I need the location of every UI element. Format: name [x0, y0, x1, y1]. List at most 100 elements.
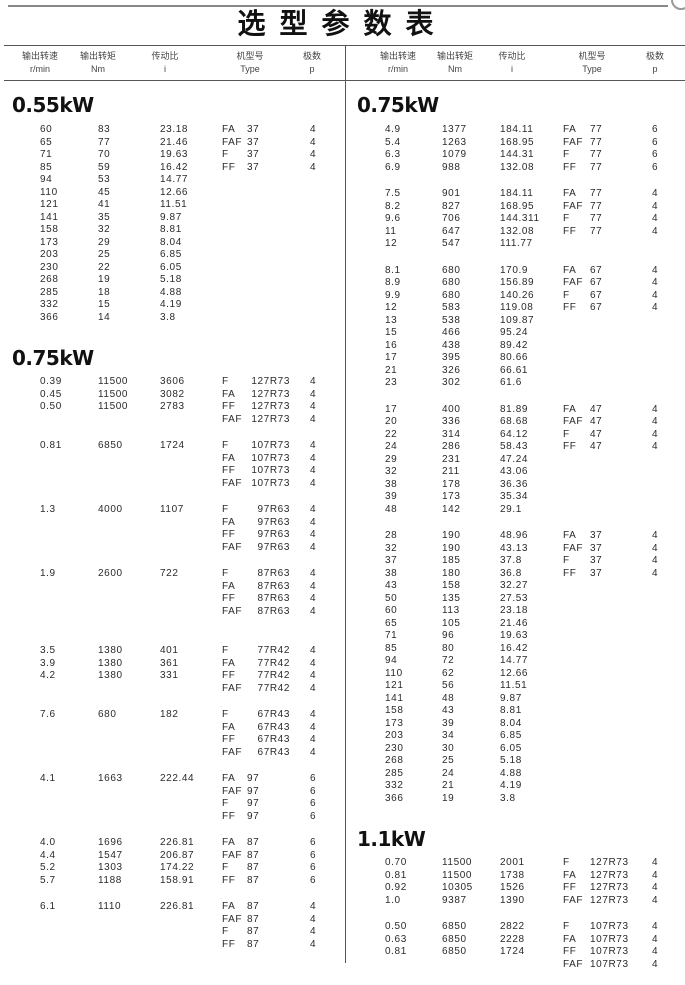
type-prefix: FAF [222, 541, 243, 553]
ratio: 4.19 [160, 299, 182, 310]
type-model: 97R63 [257, 504, 290, 515]
type-prefix: FA [222, 124, 236, 135]
table-row: 85 80 16.42 [345, 643, 685, 656]
model-group: 28 190 48.96 FA 37 4 32 190 43.13 FAF 37 4 37 185 37.8… [345, 530, 685, 805]
table-row: FAF 87R63 4 [0, 606, 340, 619]
ratio: 5.18 [160, 274, 182, 285]
output-torque: 438 [442, 339, 461, 351]
type-prefix: FAF [222, 913, 243, 925]
type-model: 97R63 [257, 529, 290, 540]
output-speed: 110 [40, 186, 58, 198]
output-torque: 25 [98, 249, 111, 260]
type-prefix: FA [222, 721, 236, 733]
poles: 4 [652, 933, 659, 945]
header-label-en: i [164, 64, 166, 74]
type-model: 67R43 [257, 709, 290, 720]
output-speed: 65 [40, 136, 53, 148]
output-speed: 12 [385, 238, 398, 249]
output-speed: 4.9 [385, 124, 401, 135]
poles: 4 [652, 946, 659, 957]
type-prefix: FA [222, 657, 236, 669]
output-torque: 286 [442, 441, 461, 452]
output-torque: 21 [442, 780, 455, 791]
table-row: 230 30 6.05 [345, 743, 685, 756]
type-prefix: F [222, 645, 229, 656]
type-prefix: FA [222, 901, 236, 912]
type-model: 107R73 [251, 465, 290, 476]
output-speed: 24 [385, 441, 398, 452]
ratio: 109.87 [500, 314, 535, 326]
type-model: 127R73 [590, 857, 629, 868]
table-row: 332 21 4.19 [345, 780, 685, 793]
table-row: 1.9 2600 722 F 87R63 4 [0, 568, 340, 581]
ratio: 2822 [500, 921, 525, 932]
type-model: 67 [590, 302, 603, 313]
type-prefix: F [563, 213, 570, 224]
type-model: 107R73 [590, 958, 629, 970]
ratio: 1724 [160, 440, 185, 451]
table-row: 0.50 11500 2783 FF 127R73 4 [0, 401, 340, 414]
type-model: 77 [590, 200, 603, 212]
output-torque: 158 [442, 580, 461, 591]
type-model: 77R42 [257, 670, 290, 681]
output-speed: 0.39 [40, 376, 62, 387]
table-row: FF 67R43 4 [0, 734, 340, 747]
type-prefix: FF [222, 670, 236, 681]
header-top-rule [4, 45, 685, 46]
output-speed: 0.81 [40, 440, 62, 451]
table-row: 285 24 4.88 [345, 768, 685, 781]
table-row: 13 538 109.87 [345, 315, 685, 328]
header-label-cn: 输出转矩 [79, 51, 116, 61]
table-row: FA 97R63 4 [0, 517, 340, 530]
type-model: 77R42 [257, 645, 290, 656]
table-row: 7.5 901 184.11 FA 77 4 [345, 188, 685, 201]
output-speed: 32 [385, 466, 398, 477]
ratio: 95.24 [500, 327, 529, 338]
output-speed: 6.9 [385, 161, 401, 173]
type-model: 37 [590, 567, 603, 579]
type-prefix: F [563, 857, 570, 868]
output-torque: 77 [98, 136, 111, 148]
ratio: 5.18 [500, 755, 522, 766]
poles: 4 [310, 465, 317, 476]
column-header-speed: 输出转速 r/min [368, 50, 428, 76]
poles: 4 [652, 403, 659, 415]
output-speed: 5.2 [40, 862, 56, 873]
output-torque: 185 [442, 555, 461, 566]
output-speed: 29 [385, 453, 398, 465]
output-speed: 141 [385, 692, 404, 704]
ratio: 3606 [160, 376, 185, 387]
output-speed: 94 [40, 174, 53, 185]
power-rating-heading: 0.55kW [12, 93, 94, 117]
model-group: 7.5 901 184.11 FA 77 4 8.2 827 168.95 FAF 77 4 9.6 70… [345, 188, 685, 251]
output-torque: 302 [442, 377, 461, 388]
table-row: 366 19 3.8 [345, 793, 685, 806]
table-row: 173 39 8.04 [345, 718, 685, 731]
type-model: 77 [590, 136, 603, 148]
output-torque: 901 [442, 188, 461, 199]
model-group: 4.9 1377 184.11 FA 77 6 5.4 1263 168.95 FAF 77 6 6.3… [345, 124, 685, 174]
output-torque: 18 [98, 286, 111, 298]
poles: 4 [310, 452, 317, 464]
poles: 4 [652, 225, 659, 237]
table-row: 43 158 32.27 [345, 580, 685, 593]
ratio: 19.63 [160, 149, 189, 160]
output-torque: 680 [442, 289, 461, 301]
type-model: 77 [590, 161, 603, 173]
type-model: 77 [590, 225, 603, 237]
poles: 4 [310, 657, 317, 669]
type-prefix: FAF [222, 849, 243, 861]
output-speed: 9.6 [385, 213, 401, 224]
output-speed: 85 [40, 161, 53, 173]
output-speed: 38 [385, 478, 398, 490]
ratio: 222.44 [160, 773, 195, 784]
header-label-cn: 输出转矩 [436, 51, 473, 61]
poles: 4 [652, 289, 659, 301]
poles: 6 [652, 124, 659, 135]
type-prefix: FAF [222, 746, 243, 758]
model-group: 1.3 4000 1107 F 97R63 4 FA 97R63 4 FF 97R63 4 FAF 97R… [0, 504, 340, 554]
output-speed: 60 [385, 605, 398, 616]
table-row: 12 583 119.08 FF 67 4 [345, 302, 685, 315]
type-model: 107R73 [590, 946, 629, 957]
table-row: 4.4 1547 206.87 FAF 87 6 [0, 850, 340, 863]
